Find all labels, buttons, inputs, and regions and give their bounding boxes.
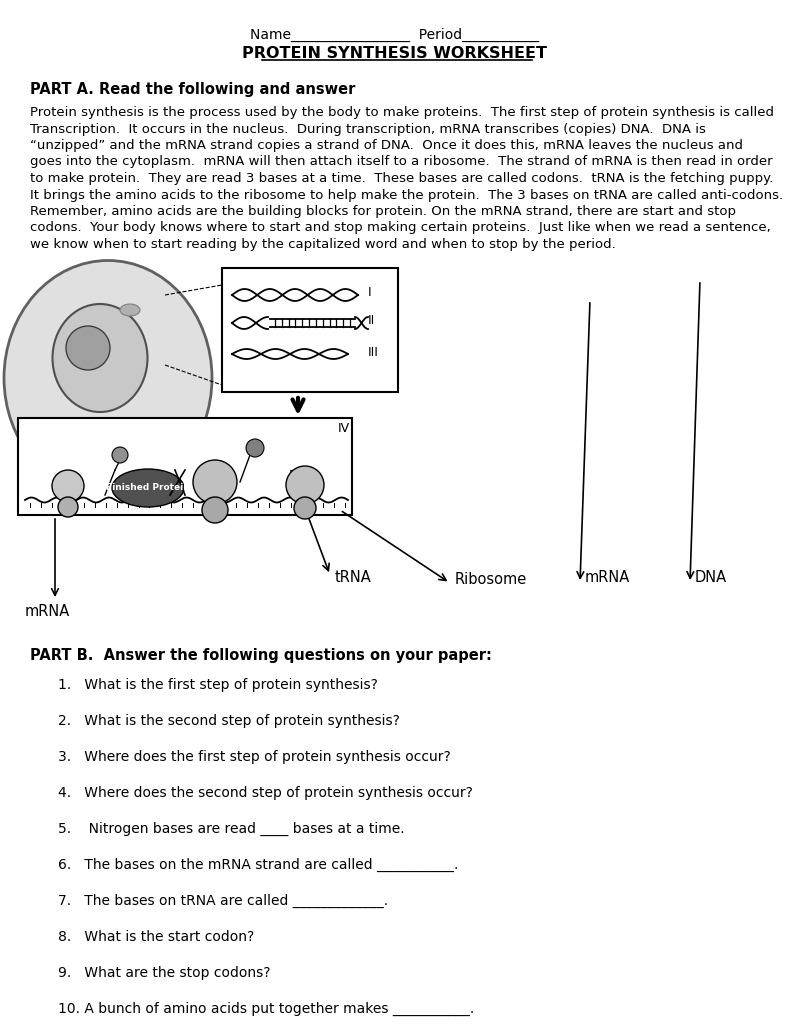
- Bar: [222, 268, 398, 392]
- Text: Transcription.  It occurs in the nucleus.  During transcription, mRNA transcribe: Transcription. It occurs in the nucleus.…: [30, 123, 706, 135]
- Circle shape: [128, 418, 152, 442]
- Text: goes into the cytoplasm.  mRNA will then attach itself to a ribosome.  The stran: goes into the cytoplasm. mRNA will then …: [30, 156, 773, 169]
- Circle shape: [72, 422, 88, 438]
- Circle shape: [286, 466, 324, 504]
- Text: 10. A bunch of amino acids put together makes ___________.: 10. A bunch of amino acids put together …: [58, 1002, 475, 1016]
- Text: It brings the amino acids to the ribosome to help make the protein.  The 3 bases: It brings the amino acids to the ribosom…: [30, 188, 783, 202]
- Circle shape: [246, 439, 264, 457]
- Text: I: I: [368, 287, 372, 299]
- Text: 2.   What is the second step of protein synthesis?: 2. What is the second step of protein sy…: [58, 714, 400, 728]
- Text: PROTEIN SYNTHESIS WORKSHEET: PROTEIN SYNTHESIS WORKSHEET: [243, 46, 547, 61]
- Text: Name_________________  Period___________: Name_________________ Period___________: [251, 28, 539, 42]
- Text: PART B.  Answer the following questions on your paper:: PART B. Answer the following questions o…: [30, 648, 492, 663]
- Text: tRNA: tRNA: [335, 570, 372, 586]
- Text: 8.   What is the start codon?: 8. What is the start codon?: [58, 930, 254, 944]
- Text: mRNA: mRNA: [585, 570, 630, 586]
- Circle shape: [294, 497, 316, 519]
- Text: IV: IV: [338, 422, 350, 435]
- Circle shape: [52, 470, 84, 502]
- Circle shape: [202, 497, 228, 523]
- Text: III: III: [368, 345, 379, 358]
- Circle shape: [193, 460, 237, 504]
- Circle shape: [58, 497, 78, 517]
- Text: II: II: [368, 314, 375, 328]
- Text: 6.   The bases on the mRNA strand are called ___________.: 6. The bases on the mRNA strand are call…: [58, 858, 467, 872]
- Text: 9.   What are the stop codons?: 9. What are the stop codons?: [58, 966, 271, 980]
- Text: mRNA: mRNA: [25, 604, 70, 620]
- Text: we know when to start reading by the capitalized word and when to stop by the pe: we know when to start reading by the cap…: [30, 238, 615, 251]
- Text: 4.   Where does the second step of protein synthesis occur?: 4. Where does the second step of protein…: [58, 786, 473, 800]
- Circle shape: [112, 447, 128, 463]
- Text: to make protein.  They are read 3 bases at a time.  These bases are called codon: to make protein. They are read 3 bases a…: [30, 172, 774, 185]
- Text: Finished Protein: Finished Protein: [106, 483, 190, 493]
- Ellipse shape: [4, 260, 212, 496]
- Text: Protein synthesis is the process used by the body to make proteins.  The first s: Protein synthesis is the process used by…: [30, 106, 774, 119]
- Text: codons.  Your body knows where to start and stop making certain proteins.  Just : codons. Your body knows where to start a…: [30, 221, 770, 234]
- Text: 3.   Where does the first step of protein synthesis occur?: 3. Where does the first step of protein …: [58, 750, 451, 764]
- Text: PART A. Read the following and answer: PART A. Read the following and answer: [30, 82, 355, 97]
- Ellipse shape: [112, 469, 184, 507]
- Ellipse shape: [120, 304, 140, 316]
- Text: 5.    Nitrogen bases are read ____ bases at a time.: 5. Nitrogen bases are read ____ bases at…: [58, 822, 405, 837]
- Text: Remember, amino acids are the building blocks for protein. On the mRNA strand, t: Remember, amino acids are the building b…: [30, 205, 736, 218]
- Text: “unzipped” and the mRNA strand copies a strand of DNA.  Once it does this, mRNA : “unzipped” and the mRNA strand copies a …: [30, 139, 743, 152]
- Text: DNA: DNA: [695, 570, 727, 586]
- Circle shape: [66, 326, 110, 370]
- Text: Ribosome: Ribosome: [455, 572, 528, 588]
- Text: 1.   What is the first step of protein synthesis?: 1. What is the first step of protein syn…: [58, 678, 378, 692]
- Bar: [18, 418, 352, 515]
- Text: 7.   The bases on tRNA are called _____________.: 7. The bases on tRNA are called ________…: [58, 894, 392, 908]
- Ellipse shape: [52, 304, 147, 412]
